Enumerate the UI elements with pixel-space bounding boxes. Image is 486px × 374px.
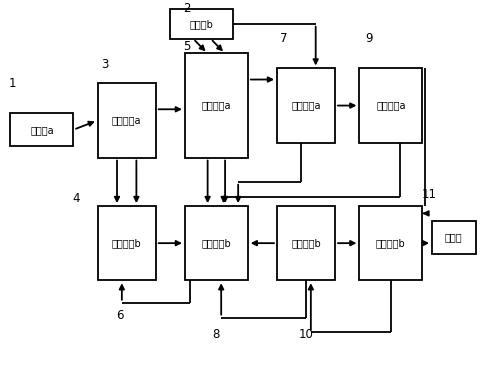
Text: 沉淤池懌a: 沉淤池懌a — [376, 101, 405, 111]
Bar — [98, 206, 156, 280]
Text: 6: 6 — [116, 309, 123, 322]
Text: 9: 9 — [365, 32, 373, 45]
Bar — [359, 206, 422, 280]
Bar — [185, 53, 248, 157]
Text: 好氧区懌a: 好氧区懌a — [291, 101, 321, 111]
Text: 厉氧区懌a: 厉氧区懌a — [112, 116, 141, 125]
Text: 11: 11 — [422, 188, 437, 201]
Text: 1: 1 — [9, 77, 17, 90]
Bar — [277, 68, 335, 143]
Text: 2: 2 — [184, 2, 191, 15]
Text: 沉淤池懌b: 沉淤池懌b — [376, 238, 406, 248]
Text: 3: 3 — [101, 58, 108, 71]
Text: 4: 4 — [72, 192, 80, 205]
Bar — [98, 83, 156, 157]
Bar — [170, 9, 233, 39]
Bar — [432, 221, 476, 254]
Text: 好氧区懌b: 好氧区懌b — [291, 238, 321, 248]
Bar — [10, 113, 73, 147]
Bar — [359, 68, 422, 143]
Text: 缺氧区懌b: 缺氧区懌b — [202, 238, 231, 248]
Bar — [185, 206, 248, 280]
Text: 进水口a: 进水口a — [30, 125, 53, 135]
Text: 7: 7 — [280, 32, 288, 45]
Bar — [277, 206, 335, 280]
Text: 8: 8 — [213, 328, 220, 341]
Text: 进水口b: 进水口b — [190, 19, 214, 29]
Text: 厉氧区懌b: 厉氧区懌b — [112, 238, 141, 248]
Text: 10: 10 — [298, 328, 313, 341]
Text: 缺氧区懌a: 缺氧区懌a — [202, 101, 231, 111]
Text: 出水口: 出水口 — [445, 233, 463, 243]
Text: 5: 5 — [184, 40, 191, 53]
